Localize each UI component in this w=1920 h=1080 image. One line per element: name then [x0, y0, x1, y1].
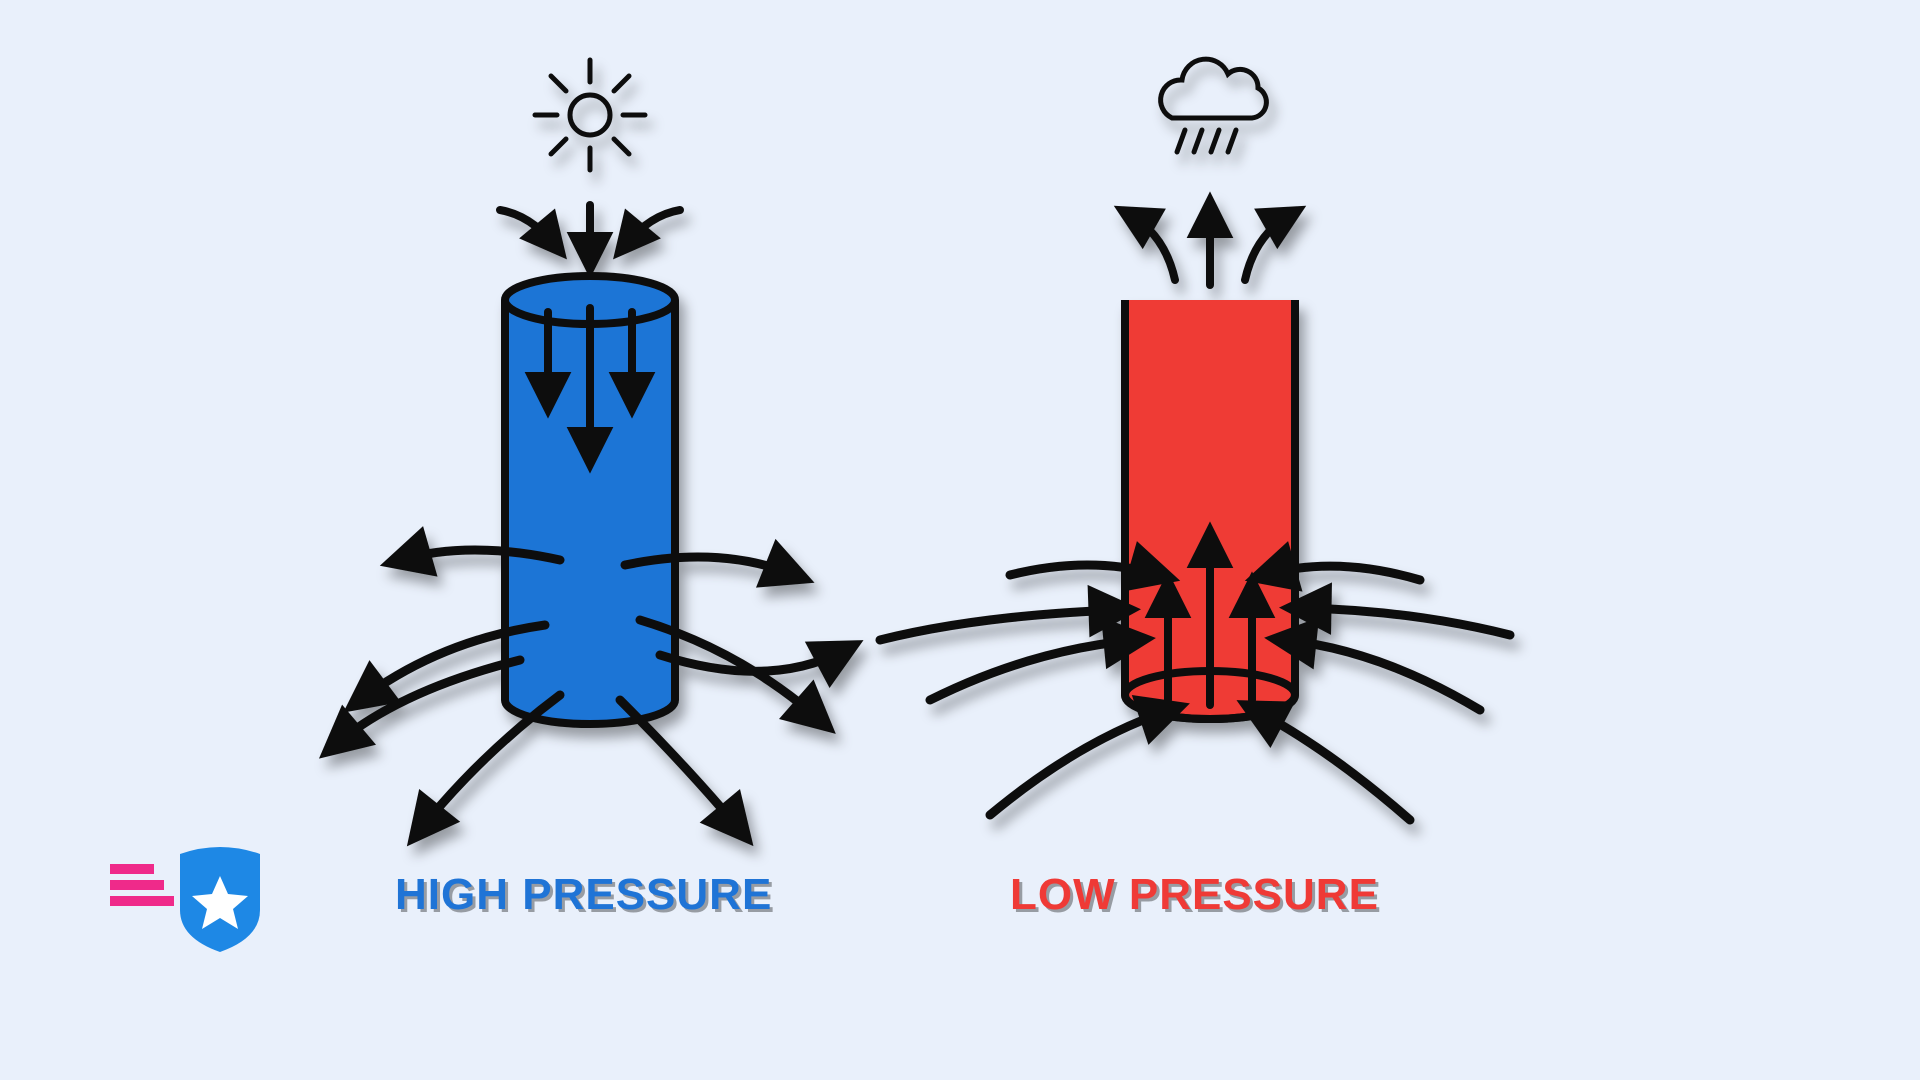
- diagram-svg: [0, 0, 1920, 1080]
- low-pressure-label: LOW PRESSURE: [1010, 870, 1379, 920]
- diagram-stage: HIGH PRESSURE LOW PRESSURE: [0, 0, 1920, 1080]
- bg: [0, 0, 1920, 1080]
- high-pressure-label: HIGH PRESSURE: [395, 870, 772, 920]
